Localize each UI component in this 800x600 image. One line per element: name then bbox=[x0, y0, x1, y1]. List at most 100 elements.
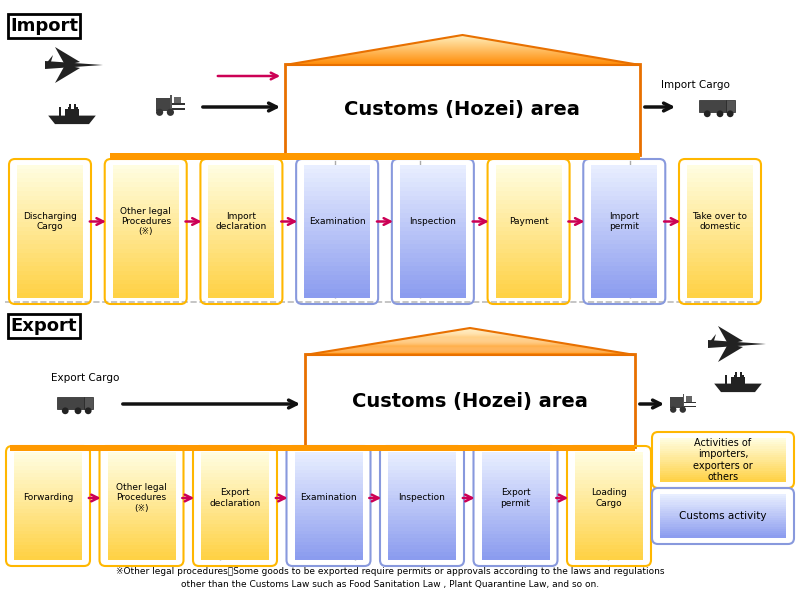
Circle shape bbox=[85, 407, 92, 414]
Bar bbox=[209, 213, 274, 218]
Bar bbox=[591, 205, 658, 209]
Bar bbox=[294, 527, 362, 531]
Bar bbox=[482, 538, 550, 542]
Bar bbox=[575, 498, 643, 502]
Bar bbox=[294, 516, 362, 520]
Bar bbox=[17, 284, 83, 289]
Bar bbox=[107, 458, 175, 463]
Bar bbox=[660, 473, 786, 475]
Bar bbox=[687, 218, 753, 223]
Circle shape bbox=[679, 406, 686, 413]
Bar bbox=[201, 516, 269, 520]
Bar bbox=[495, 266, 562, 271]
Bar bbox=[304, 227, 370, 232]
Bar bbox=[17, 289, 83, 293]
Text: Examination: Examination bbox=[309, 217, 366, 226]
Bar bbox=[201, 487, 269, 491]
Text: Customs activity: Customs activity bbox=[679, 511, 766, 521]
Bar bbox=[304, 262, 370, 267]
Bar bbox=[113, 235, 178, 241]
Bar bbox=[209, 218, 274, 223]
Bar bbox=[687, 227, 753, 232]
Text: Export Cargo: Export Cargo bbox=[51, 373, 119, 383]
Bar bbox=[304, 289, 370, 293]
Polygon shape bbox=[310, 353, 630, 354]
Bar bbox=[495, 231, 562, 236]
Bar bbox=[304, 164, 370, 169]
Bar bbox=[495, 289, 562, 293]
Bar bbox=[482, 473, 550, 477]
Bar bbox=[482, 512, 550, 517]
Bar bbox=[495, 284, 562, 289]
Bar bbox=[660, 449, 786, 451]
Bar bbox=[400, 275, 466, 280]
Bar bbox=[388, 494, 456, 499]
Bar bbox=[107, 480, 175, 484]
Bar bbox=[575, 535, 643, 538]
Polygon shape bbox=[404, 338, 536, 339]
Bar bbox=[304, 222, 370, 227]
Text: other than the Customs Law such as Food Sanitation Law , Plant Quarantine Law, a: other than the Customs Law such as Food … bbox=[181, 581, 599, 589]
Bar bbox=[209, 231, 274, 236]
Bar bbox=[209, 196, 274, 200]
Bar bbox=[660, 462, 786, 464]
Bar bbox=[209, 253, 274, 258]
Bar bbox=[113, 222, 178, 227]
Bar bbox=[575, 451, 643, 455]
Bar bbox=[660, 533, 786, 536]
Bar bbox=[304, 173, 370, 178]
Bar bbox=[17, 196, 83, 200]
Bar bbox=[591, 235, 658, 241]
Text: Export: Export bbox=[10, 317, 78, 335]
Bar bbox=[660, 513, 786, 516]
Bar bbox=[113, 218, 178, 223]
Bar bbox=[660, 464, 786, 467]
Bar bbox=[14, 520, 82, 524]
Bar bbox=[17, 218, 83, 223]
Bar bbox=[304, 235, 370, 241]
Bar bbox=[495, 293, 562, 298]
Bar bbox=[575, 527, 643, 531]
Bar bbox=[687, 240, 753, 245]
Bar bbox=[388, 552, 456, 556]
Bar bbox=[495, 275, 562, 280]
Bar bbox=[14, 548, 82, 553]
Bar bbox=[209, 240, 274, 245]
Bar bbox=[687, 173, 753, 178]
Bar bbox=[495, 178, 562, 183]
Bar bbox=[209, 209, 274, 214]
Polygon shape bbox=[84, 397, 94, 409]
Bar bbox=[304, 280, 370, 284]
Polygon shape bbox=[314, 59, 610, 60]
Polygon shape bbox=[465, 328, 475, 329]
Polygon shape bbox=[380, 48, 546, 49]
Bar bbox=[294, 466, 362, 470]
Bar bbox=[482, 516, 550, 520]
Bar bbox=[201, 476, 269, 481]
Bar bbox=[285, 64, 640, 155]
Bar bbox=[687, 191, 753, 196]
Bar bbox=[495, 271, 562, 276]
Bar bbox=[495, 205, 562, 209]
Polygon shape bbox=[338, 349, 602, 350]
Bar bbox=[388, 523, 456, 527]
Bar bbox=[495, 196, 562, 200]
Bar bbox=[687, 253, 753, 258]
Bar bbox=[388, 505, 456, 509]
Polygon shape bbox=[362, 51, 563, 52]
Bar bbox=[388, 531, 456, 535]
Bar bbox=[294, 538, 362, 542]
Bar bbox=[113, 262, 178, 267]
Bar bbox=[107, 462, 175, 466]
Bar bbox=[388, 487, 456, 491]
Bar bbox=[660, 453, 786, 455]
Bar bbox=[388, 455, 456, 459]
Bar bbox=[304, 266, 370, 271]
Bar bbox=[482, 520, 550, 524]
Bar bbox=[495, 164, 562, 169]
Text: Export
declaration: Export declaration bbox=[210, 488, 261, 508]
Bar bbox=[107, 473, 175, 477]
Bar bbox=[687, 222, 753, 227]
Bar bbox=[687, 289, 753, 293]
Bar bbox=[209, 182, 274, 187]
